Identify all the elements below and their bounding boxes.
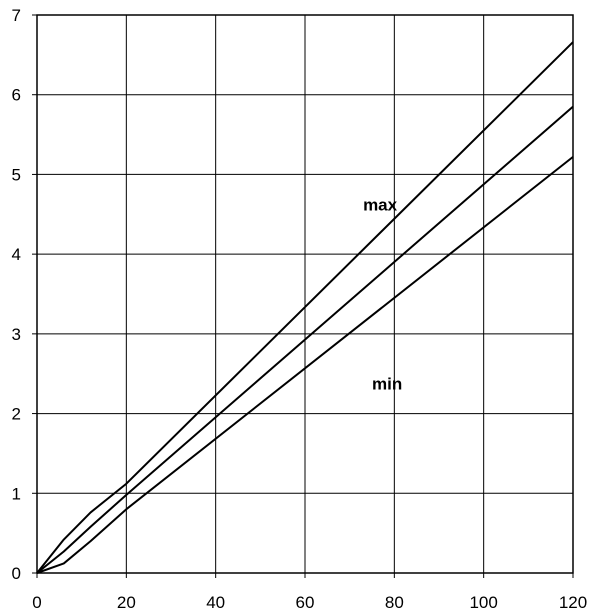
annotation-max: max <box>363 195 398 214</box>
y-tick-label: 2 <box>12 405 21 424</box>
y-tick-label: 1 <box>12 484 21 503</box>
x-axis-tick-labels: 0 20 40 60 80 100 120 <box>32 593 587 612</box>
x-tick-label: 100 <box>469 593 497 612</box>
annotation-min: min <box>372 375 402 394</box>
series-line-3 <box>36 156 574 574</box>
y-tick-label: 0 <box>12 564 21 583</box>
y-tick-label: 4 <box>12 245 21 264</box>
y-tick-label: 3 <box>12 325 21 344</box>
y-tick-label: 7 <box>12 6 21 25</box>
x-tick-label: 80 <box>385 593 404 612</box>
series-line-2 <box>36 105 574 574</box>
x-tick-label: 40 <box>206 593 225 612</box>
annotations: max min <box>363 195 402 393</box>
grid <box>32 14 574 578</box>
x-tick-label: 0 <box>32 593 41 612</box>
y-tick-label: 5 <box>12 165 21 184</box>
series-line-1 <box>36 41 574 574</box>
x-tick-label: 60 <box>296 593 315 612</box>
x-tick-label: 120 <box>559 593 587 612</box>
y-axis-tick-labels: 0 1 2 3 4 5 6 7 <box>12 6 21 583</box>
y-tick-label: 6 <box>12 86 21 105</box>
x-tick-label: 20 <box>117 593 136 612</box>
series-lines <box>36 41 574 574</box>
